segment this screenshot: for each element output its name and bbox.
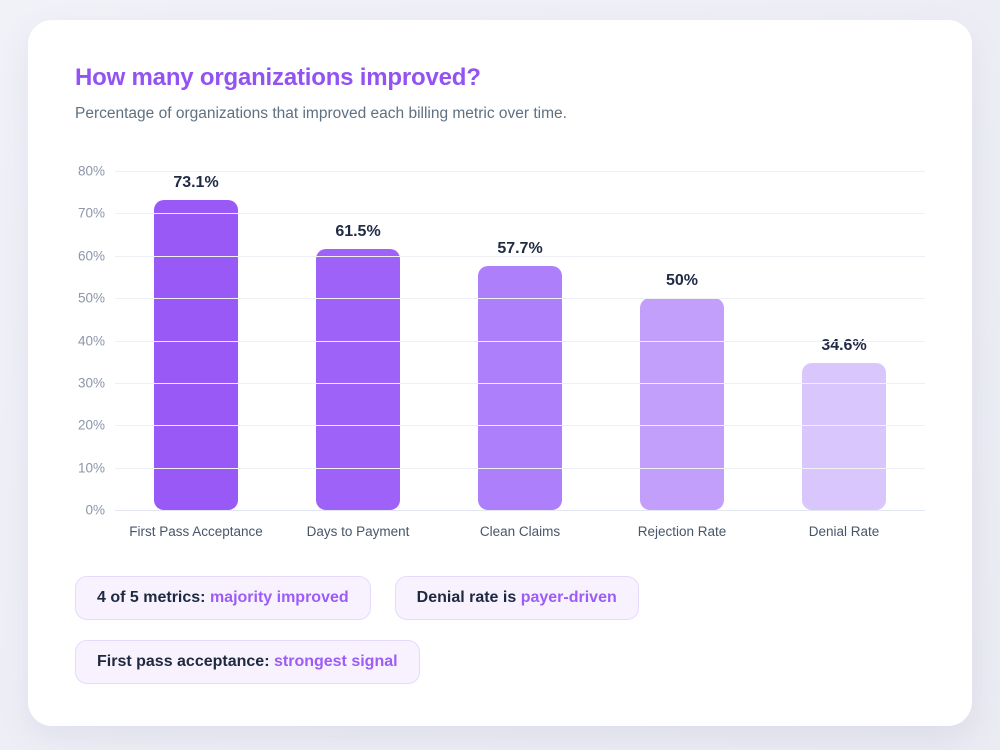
gridline (115, 425, 925, 427)
insight-badge-metrics-improved: 4 of 5 metrics: majority improved (75, 576, 371, 620)
y-axis-tick-label: 10% (77, 460, 105, 476)
y-axis-tick-label: 50% (77, 290, 105, 306)
bar-value-label: 61.5% (335, 223, 381, 241)
bar-value-label: 57.7% (497, 239, 543, 257)
x-axis-baseline (115, 510, 925, 511)
badge-highlight: strongest signal (273, 653, 398, 670)
bar-column: 61.5% Days to Payment (277, 171, 439, 539)
y-axis-tick-label: 80% (77, 163, 105, 179)
x-axis-category-label: Days to Payment (306, 524, 410, 539)
badge-highlight: majority improved (209, 589, 349, 606)
bar-series: 73.1% First Pass Acceptance 61.5% Days to P… (115, 171, 925, 539)
gridline (115, 255, 925, 257)
chart-title: How many organizations improved? (75, 64, 481, 91)
y-axis-tick-label: 40% (77, 333, 105, 348)
badge-row-1: 4 of 5 metrics: majority improved Denial… (75, 576, 639, 620)
bar-column: 57.7% Clean Claims (439, 171, 601, 539)
x-axis-category-label: Rejection Rate (637, 524, 727, 539)
gridline (115, 298, 925, 300)
gridline (115, 382, 925, 384)
y-axis-tick-label: 60% (77, 248, 105, 264)
bar-value-label: 73.1% (173, 174, 219, 192)
insight-badges: 4 of 5 metrics: majority improved Denial… (75, 576, 639, 684)
badge-text: 4 of 5 metrics: (97, 589, 206, 606)
badge-text: Denial rate is (416, 589, 517, 606)
gridline (115, 171, 925, 172)
bar (316, 249, 400, 510)
y-axis-tick-label: 70% (77, 205, 105, 221)
y-axis-tick-label: 0% (85, 502, 105, 518)
chart-subtitle: Percentage of organizations that improve… (75, 105, 567, 122)
bar (154, 200, 238, 510)
bar-column: 73.1% First Pass Acceptance (115, 171, 277, 539)
chart-card: How many organizations improved? Percent… (28, 20, 972, 726)
bar-value-label: 34.6% (821, 337, 867, 355)
bar (478, 265, 562, 510)
y-axis-tick-label: 20% (77, 417, 105, 433)
gridline (115, 340, 925, 342)
x-axis-category-label: Clean Claims (479, 524, 561, 539)
gridline (115, 213, 925, 215)
gridline (115, 467, 925, 469)
badge-row-2: First pass acceptance: strongest signal (75, 640, 639, 684)
x-axis-category-label: Denial Rate (808, 524, 880, 539)
badge-text: First pass acceptance: (97, 653, 270, 670)
y-axis-tick-label: 30% (77, 375, 105, 391)
bar-column: 34.6% Denial Rate (763, 171, 925, 539)
x-axis-category-label: First Pass Acceptance (129, 524, 263, 539)
insight-badge-denial-rate: Denial rate is payer-driven (394, 576, 639, 620)
bar (802, 363, 886, 510)
badge-highlight: payer-driven (520, 589, 617, 606)
insight-badge-first-pass: First pass acceptance: strongest signal (75, 640, 420, 684)
bar-chart-plot-area: 73.1% First Pass Acceptance 61.5% Days to P… (78, 164, 925, 539)
bar-column: 50% Rejection Rate (601, 171, 763, 539)
bar-value-label: 50% (665, 272, 699, 290)
bar (640, 298, 724, 510)
